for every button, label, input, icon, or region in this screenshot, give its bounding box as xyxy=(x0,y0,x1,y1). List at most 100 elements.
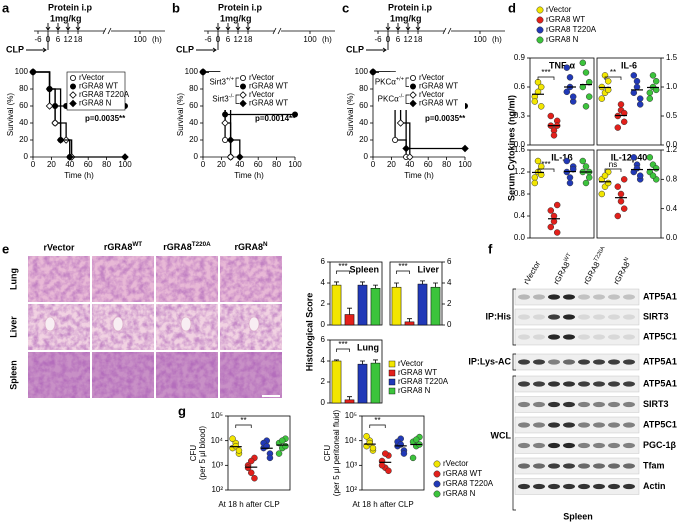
legend-label: rGRA8 WT xyxy=(79,82,118,91)
column-label: rVector xyxy=(43,242,75,252)
y-tick-label: 20 xyxy=(189,135,198,144)
dot xyxy=(537,171,545,178)
dot xyxy=(282,442,289,450)
timeline-tick-label: 100 xyxy=(303,35,317,44)
dot xyxy=(400,450,408,457)
y-tick-label: 0 xyxy=(364,152,369,161)
blot-band xyxy=(623,334,635,340)
marker xyxy=(69,91,77,99)
dot xyxy=(537,83,545,91)
blot-band xyxy=(533,381,545,387)
dot xyxy=(633,83,641,91)
marker xyxy=(409,75,416,82)
dot xyxy=(534,78,542,86)
dot xyxy=(266,454,274,462)
dot xyxy=(563,64,571,71)
y-tick-label: 40 xyxy=(359,118,368,127)
protein-label: SIRT3 xyxy=(643,399,669,409)
blot-band xyxy=(518,334,530,340)
legend-group: Sirt3-/- xyxy=(212,94,234,104)
dot xyxy=(649,72,657,79)
blot-band xyxy=(548,483,560,490)
legend-label: rGRA8 WT xyxy=(398,368,437,377)
x-tick-label: 0 xyxy=(371,160,376,169)
marker xyxy=(29,68,37,76)
dot xyxy=(547,207,555,214)
x-tick-label: 60 xyxy=(424,160,433,169)
y-axis-label: Serum Cytokines (ng/ml) xyxy=(506,95,516,201)
dot xyxy=(582,103,590,110)
legend-label: rGRA8 WT xyxy=(443,469,482,478)
error-bar xyxy=(334,281,339,286)
dot xyxy=(531,179,539,187)
legend-swatch xyxy=(388,369,396,377)
timeline-tick-label: 6 xyxy=(226,35,231,44)
marker xyxy=(396,119,405,127)
protein-label: PGC-1β xyxy=(643,440,677,450)
significance-label: *** xyxy=(338,262,347,271)
legend-group-base: Sirt3 xyxy=(212,94,229,103)
blot-band xyxy=(578,314,590,320)
dot xyxy=(646,154,654,161)
blot-band xyxy=(608,483,620,490)
timeline-tick-label: 100 xyxy=(473,35,487,44)
annotation: p=0.0035** xyxy=(425,114,466,123)
y-tick-label: 4 xyxy=(447,278,452,287)
y-tick-label: 0.0 xyxy=(666,140,678,149)
blot-band xyxy=(593,463,605,469)
significance-bracket xyxy=(537,168,555,172)
blot-band xyxy=(548,294,560,300)
y-tick-label: 0 xyxy=(321,398,326,407)
column-label-base: rGRA8 xyxy=(234,242,263,252)
dot xyxy=(547,112,555,120)
timeline-tick-label: 12 xyxy=(404,35,413,44)
timeline-dose: 1mg/kg xyxy=(50,13,82,23)
protein-label: ATP5A1 xyxy=(643,356,677,366)
blot-band xyxy=(518,483,530,490)
blot-band xyxy=(593,359,605,365)
significance-bracket xyxy=(336,348,350,352)
x-tick-label: 0 xyxy=(201,160,206,169)
frame xyxy=(361,415,425,491)
legend-label: rGRA8 WT xyxy=(419,99,458,108)
dot xyxy=(363,433,370,440)
column-label-sup: WT xyxy=(132,241,142,248)
y-tick-label: 1.2 xyxy=(666,145,678,154)
timeline-tick-label: 18 xyxy=(74,35,83,44)
blot-band xyxy=(548,334,560,340)
blot-band xyxy=(608,294,620,300)
blot-band xyxy=(593,442,605,449)
group-bracket xyxy=(512,288,516,346)
timeline-dose: 1mg/kg xyxy=(220,13,252,23)
y-axis-sublabel: (per 5 μl blood) xyxy=(198,426,207,480)
y-tick-label: 0.5 xyxy=(666,111,678,120)
x-tick-label: 0 xyxy=(31,160,36,169)
protein-label: ATP5C1 xyxy=(643,331,677,341)
y-tick-label: 60 xyxy=(189,101,198,110)
dot xyxy=(614,183,622,190)
legend-swatch xyxy=(433,470,441,478)
dot xyxy=(248,469,255,477)
blot-band xyxy=(518,381,530,387)
y-axis-label: Survival (%) xyxy=(6,93,15,136)
timeline-unit: (h) xyxy=(322,35,332,44)
timeline-event: CLP xyxy=(176,44,194,54)
y-tick-label: 40 xyxy=(189,118,198,127)
error-bar xyxy=(420,280,425,285)
blot-band xyxy=(518,442,530,449)
panel-title: Lung xyxy=(357,342,379,352)
row-label: Liver xyxy=(8,316,18,338)
timeline-break xyxy=(272,27,282,35)
vessel xyxy=(248,316,260,332)
legend-label: rVector xyxy=(419,90,445,99)
y-tick-label: 20 xyxy=(19,135,28,144)
column-label-sup: N xyxy=(263,241,268,248)
legend-label: rGRA8 WT xyxy=(249,82,288,91)
marker xyxy=(402,144,410,153)
blot-band xyxy=(593,314,605,320)
dot xyxy=(413,436,420,443)
blot-band xyxy=(593,381,605,387)
panel-label: a xyxy=(2,0,10,15)
significance-label: *** xyxy=(541,160,550,169)
dot xyxy=(275,450,283,457)
